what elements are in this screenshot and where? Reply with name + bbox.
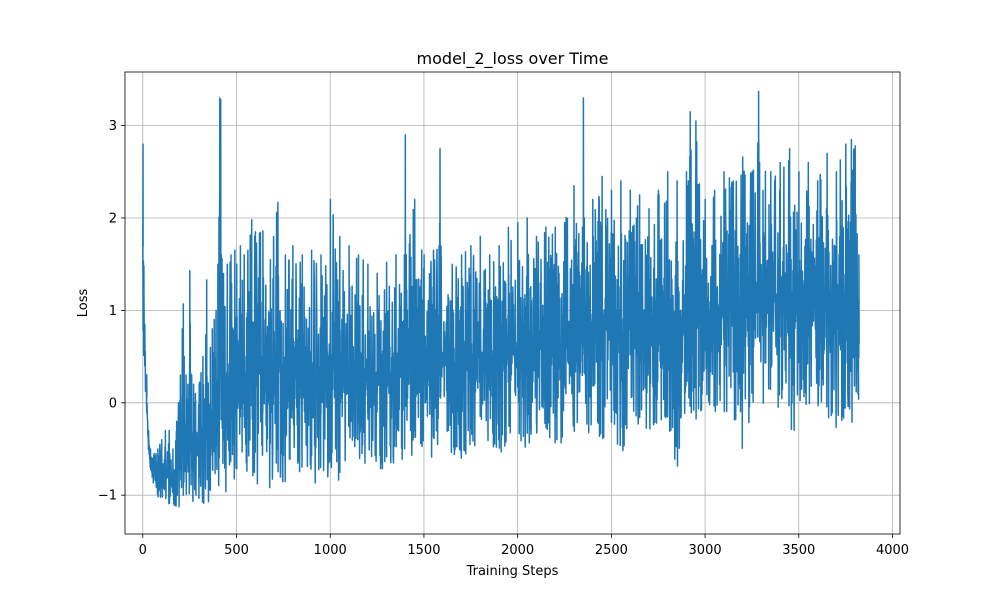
y-tick-label: 0 — [109, 396, 117, 411]
plot-frame — [124, 71, 901, 535]
y-tick-label: 2 — [109, 211, 117, 226]
y-tick-label: 1 — [109, 304, 117, 319]
chart-title: model_2_loss over Time — [417, 49, 609, 69]
series-line-layer — [142, 90, 860, 508]
y-tick-label: −1 — [98, 489, 117, 504]
x-tick-label: 2000 — [501, 543, 534, 558]
x-tick-label: 1500 — [407, 543, 440, 558]
y-axis-title: Loss — [76, 289, 91, 318]
ticks: 0 500 1000 1500 2000 2500 3000 3500 4000 −1 0 1 2 3 — [98, 119, 909, 558]
loss-series-line — [142, 90, 860, 508]
x-tick-label: 4000 — [876, 543, 909, 558]
x-tick-label: 1000 — [314, 543, 347, 558]
x-tick-label: 500 — [224, 543, 249, 558]
x-tick-label: 3000 — [689, 543, 722, 558]
x-tick-label: 2500 — [595, 543, 628, 558]
x-tick-label: 3500 — [782, 543, 815, 558]
y-tick-label: 3 — [109, 119, 117, 134]
x-axis-title: Training Steps — [466, 564, 559, 579]
x-tick-label: 0 — [139, 543, 147, 558]
